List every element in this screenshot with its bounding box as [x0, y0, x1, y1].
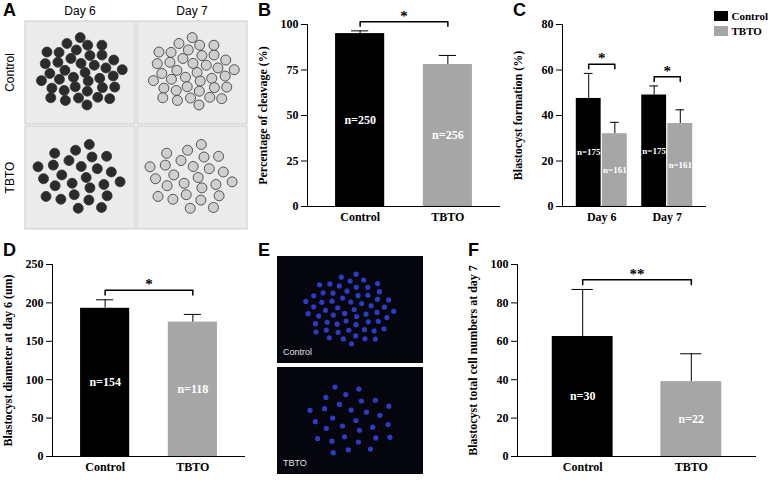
svg-text:40: 40: [497, 373, 509, 387]
svg-text:0: 0: [293, 199, 299, 213]
html-text:A: A: [3, 0, 16, 20]
svg-text:Blastocyst diameter at day 6 (: Blastocyst diameter at day 6 (um): [1, 274, 15, 446]
svg-text:n=175: n=175: [642, 146, 666, 156]
svg-text:25: 25: [287, 154, 299, 168]
svg-text:*: *: [663, 63, 671, 79]
html-text:E: E: [258, 240, 270, 260]
svg-text:*: *: [400, 8, 408, 24]
svg-text:Control: Control: [283, 347, 312, 357]
svg-text:TBTO: TBTO: [3, 162, 17, 194]
svg-text:Control: Control: [3, 53, 17, 92]
svg-text:250: 250: [26, 257, 44, 271]
svg-text:0: 0: [503, 449, 509, 463]
svg-text:TBTO: TBTO: [675, 460, 708, 474]
svg-text:80: 80: [542, 17, 554, 31]
svg-text:100: 100: [26, 373, 44, 387]
svg-text:Control: Control: [340, 210, 380, 224]
svg-text:n=161: n=161: [668, 160, 692, 170]
svg-text:Day 6: Day 6: [64, 4, 96, 18]
svg-text:50: 50: [32, 411, 44, 425]
svg-text:**: **: [630, 266, 645, 282]
svg-text:0: 0: [548, 199, 554, 213]
html-text:Control: Control: [731, 10, 768, 22]
svg-text:Day 6: Day 6: [587, 210, 617, 224]
svg-text:Blastocyst formation (%): Blastocyst formation (%): [511, 51, 525, 180]
svg-text:100: 100: [281, 17, 299, 31]
svg-text:100: 100: [491, 257, 509, 271]
svg-text:n=250: n=250: [344, 113, 376, 127]
svg-text:200: 200: [26, 296, 44, 310]
svg-text:Day 7: Day 7: [176, 4, 208, 18]
html-text:B: B: [258, 0, 271, 20]
svg-text:Control: Control: [85, 460, 125, 474]
svg-text:*: *: [145, 276, 153, 292]
svg-text:20: 20: [497, 411, 509, 425]
svg-text:n=161: n=161: [603, 165, 627, 175]
svg-text:n=175: n=175: [577, 147, 601, 157]
svg-text:Percentage of cleavage (%): Percentage of cleavage (%): [256, 46, 270, 185]
html-text:F: F: [468, 240, 479, 260]
svg-text:Day 7: Day 7: [652, 210, 682, 224]
svg-text:*: *: [598, 50, 606, 66]
svg-text:150: 150: [26, 334, 44, 348]
svg-text:TBTO: TBTO: [431, 210, 464, 224]
svg-text:60: 60: [497, 334, 509, 348]
svg-text:Blastocyst total cell numbers: Blastocyst total cell numbers at day 7: [466, 265, 480, 456]
svg-text:Control: Control: [563, 460, 603, 474]
svg-text:80: 80: [497, 296, 509, 310]
svg-text:75: 75: [287, 63, 299, 77]
svg-text:40: 40: [542, 108, 554, 122]
html-text:C: C: [513, 0, 526, 20]
svg-text:TBTO: TBTO: [283, 458, 307, 468]
svg-text:n=256: n=256: [432, 128, 464, 142]
svg-text:TBTO: TBTO: [176, 460, 209, 474]
svg-text:50: 50: [287, 108, 299, 122]
svg-text:n=118: n=118: [177, 382, 208, 396]
svg-text:n=22: n=22: [679, 412, 705, 426]
svg-text:n=154: n=154: [89, 375, 121, 389]
html-text:TBTO: TBTO: [731, 25, 762, 37]
html-text:D: D: [3, 240, 16, 260]
svg-text:0: 0: [38, 449, 44, 463]
svg-text:n=30: n=30: [570, 389, 596, 403]
svg-text:20: 20: [542, 154, 554, 168]
svg-text:60: 60: [542, 63, 554, 77]
